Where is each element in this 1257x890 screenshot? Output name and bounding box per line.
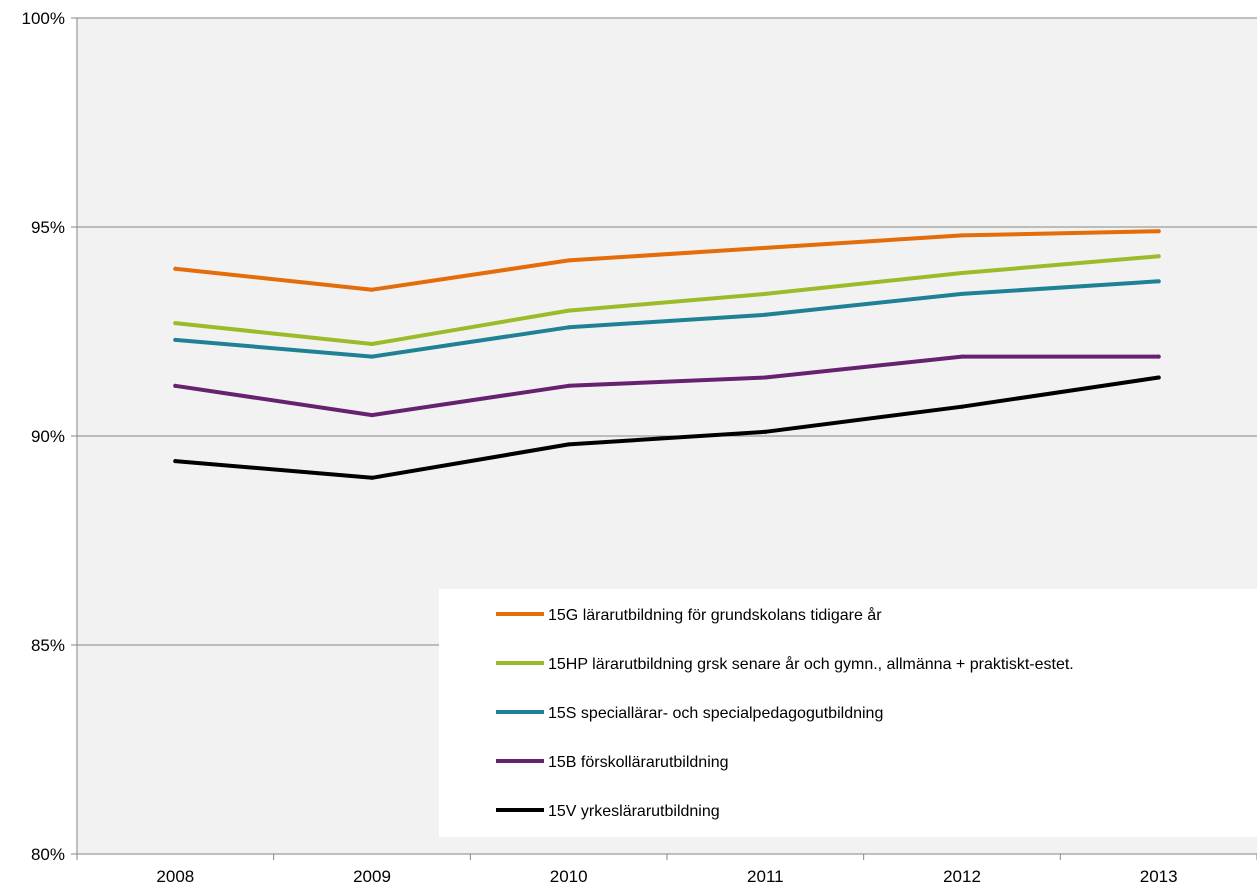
data-point <box>763 291 768 296</box>
data-point <box>173 459 178 464</box>
data-point <box>960 291 964 296</box>
legend: 15G lärarutbildning för grundskolans tid… <box>439 589 1257 837</box>
data-point <box>566 258 571 263</box>
y-tick-label: 80% <box>31 845 65 864</box>
data-point <box>763 245 768 250</box>
series-line-3 <box>173 279 1161 359</box>
series-line-1 <box>173 229 1161 292</box>
legend-item: 15HP lärarutbildning grsk senare år och … <box>496 655 1074 673</box>
data-point <box>960 270 964 275</box>
data-point <box>173 321 178 326</box>
data-point <box>173 266 178 271</box>
legend-box <box>439 589 1257 837</box>
legend-label: 15HP lärarutbildning grsk senare år och … <box>548 655 1074 673</box>
data-point <box>763 429 768 434</box>
y-tick-label: 90% <box>31 427 65 446</box>
data-point <box>1156 229 1161 234</box>
y-tick-label: 95% <box>31 218 65 237</box>
legend-item: 15S speciallärar- och specialpedagogutbi… <box>496 705 883 722</box>
data-point <box>1156 279 1161 284</box>
y-tick-label: 100% <box>22 9 65 28</box>
data-point <box>566 383 571 388</box>
legend-label: 15V yrkeslärarutbildning <box>548 803 720 820</box>
data-point <box>566 325 571 330</box>
legend-label: 15S speciallärar- och specialpedagogutbi… <box>548 705 883 722</box>
x-tick-label: 2013 <box>1140 867 1178 886</box>
x-tick-label: 2010 <box>550 867 588 886</box>
x-tick-label: 2009 <box>353 867 391 886</box>
data-point <box>763 375 768 380</box>
legend-label: 15B förskollärarutbildning <box>548 754 729 771</box>
x-tick-label: 2011 <box>747 867 784 886</box>
legend-label: 15G lärarutbildning för grundskolans tid… <box>548 606 882 624</box>
data-point <box>960 404 964 409</box>
data-point <box>370 287 374 292</box>
data-point <box>370 342 374 347</box>
data-point <box>763 312 768 317</box>
legend-item: 15G lärarutbildning för grundskolans tid… <box>496 606 882 624</box>
data-point <box>173 337 178 342</box>
series-line-5 <box>173 375 1161 480</box>
legend-item: 15B förskollärarutbildning <box>496 754 729 771</box>
data-point <box>566 442 571 447</box>
series-line-4 <box>173 354 1161 418</box>
data-point <box>1156 254 1161 259</box>
y-tick-label: 85% <box>31 636 65 655</box>
data-point <box>1156 375 1161 380</box>
data-point <box>173 383 178 388</box>
data-point <box>370 354 374 359</box>
x-tick-label: 2008 <box>156 867 194 886</box>
data-point <box>370 413 374 418</box>
x-tick-label: 2012 <box>943 867 981 886</box>
data-point <box>960 354 964 359</box>
legend-item: 15V yrkeslärarutbildning <box>496 803 720 820</box>
series-line-2 <box>173 254 1161 346</box>
data-point <box>370 475 374 480</box>
data-point <box>566 308 571 313</box>
data-point <box>960 233 964 238</box>
data-point <box>1156 354 1161 359</box>
